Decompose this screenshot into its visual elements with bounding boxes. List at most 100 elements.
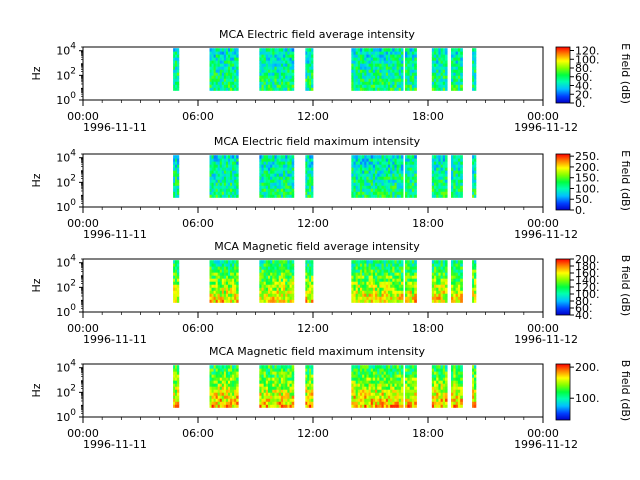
heatmap-cell [431,389,435,393]
heatmap-cell [472,263,475,267]
heatmap-cell [311,299,314,303]
heatmap-cell [407,272,410,276]
heatmap-cell [387,284,391,288]
heatmap-cell [387,170,391,174]
colorbar-tick-label: 150. [575,172,600,185]
heatmap-cell [219,278,223,282]
heatmap-cell [394,57,398,61]
heatmap-cell [453,194,456,198]
heatmap-cell [392,299,395,303]
heatmap-cells [173,155,477,198]
heatmap-cell [274,377,277,381]
heatmap-cell [457,377,461,381]
heatmap-cell [451,263,454,267]
heatmap-cell [383,290,387,294]
y-tick-label: 102 [56,173,76,189]
heatmap-cell [217,278,221,282]
heatmap-cell [211,78,215,82]
heatmap-cell [176,263,180,267]
heatmap-cell [219,87,223,91]
heatmap-cell [411,287,415,291]
heatmap-cell [407,87,410,91]
heatmap-cell [272,87,275,91]
heatmap-cell [362,51,365,55]
heatmap-cell [375,272,378,276]
heatmap-cell [265,389,269,393]
heatmap-cell [287,66,290,70]
heatmap-cell [311,269,314,273]
heatmap-cell [272,158,275,162]
heatmap-cell [440,287,444,291]
heatmap-cell [261,278,265,282]
heatmap-cell [230,371,233,375]
heatmap-cell [261,290,265,294]
heatmap-cell [370,275,374,279]
heatmap-cell [355,158,359,162]
heatmap-cell [259,401,262,405]
heatmap-cell [405,69,408,73]
heatmap-cell [409,51,413,55]
heatmap-cell [438,60,441,64]
heatmap-cell [209,380,212,384]
heatmap-cell [366,386,369,390]
heatmap-cell [431,75,435,79]
heatmap-cell [289,374,293,378]
heatmap-cell [261,368,265,372]
heatmap-cell [394,401,398,405]
heatmap-cell [387,290,391,294]
heatmap-cell [414,176,417,180]
heatmap-cell [259,182,262,186]
heatmap-cell [287,380,290,384]
heatmap-cell [405,374,408,378]
heatmap-cell [409,84,413,88]
heatmap-cell [276,173,280,177]
heatmap-cell [442,182,446,186]
heatmap-cell [392,377,395,381]
heatmap-cell [442,57,446,61]
y-tick-label: 102 [56,66,76,82]
heatmap-cell [377,365,380,369]
heatmap-cell [359,54,363,58]
heatmap-cell [444,395,448,399]
heatmap-cell [221,176,225,180]
heatmap-cell [438,281,441,285]
heatmap-cell [396,293,400,297]
heatmap-cell [385,155,389,159]
heatmap-cell [353,54,357,58]
heatmap-cell [453,398,456,402]
heatmap-cell [276,60,280,64]
heatmap-cell [453,287,456,291]
heatmap-cell [309,69,312,73]
heatmap-cell [405,63,408,67]
heatmap-cell [453,395,456,399]
heatmap-cell [379,263,382,267]
heatmap-cell [270,161,273,165]
heatmap-cell [223,54,227,58]
heatmap-cell [311,194,314,198]
heatmap-cell [209,78,212,82]
heatmap-cell [309,299,312,303]
heatmap-cell [409,275,413,279]
heatmap-cell [283,296,286,300]
heatmap-cell [270,60,273,64]
heatmap-cell [379,66,382,70]
heatmap-cell [440,263,444,267]
heatmap-cell [409,191,413,195]
heatmap-cell [364,299,367,303]
x-tick-label: 06:00 [182,110,214,123]
heatmap-cell [307,87,310,91]
heatmap-cell [283,287,286,291]
heatmap-cell [305,155,308,159]
heatmap-cell [276,383,280,387]
heatmap-cell [359,191,363,195]
heatmap-cell [375,81,378,85]
heatmap-cell [289,179,293,183]
heatmap-cell [280,57,284,61]
heatmap-cell [453,75,456,79]
heatmap-cell [223,260,227,264]
heatmap-cell [390,60,393,64]
heatmap-cell [472,278,475,282]
heatmap-cell [217,161,221,165]
heatmap-cell [387,57,391,61]
heatmap-cell [225,164,229,168]
